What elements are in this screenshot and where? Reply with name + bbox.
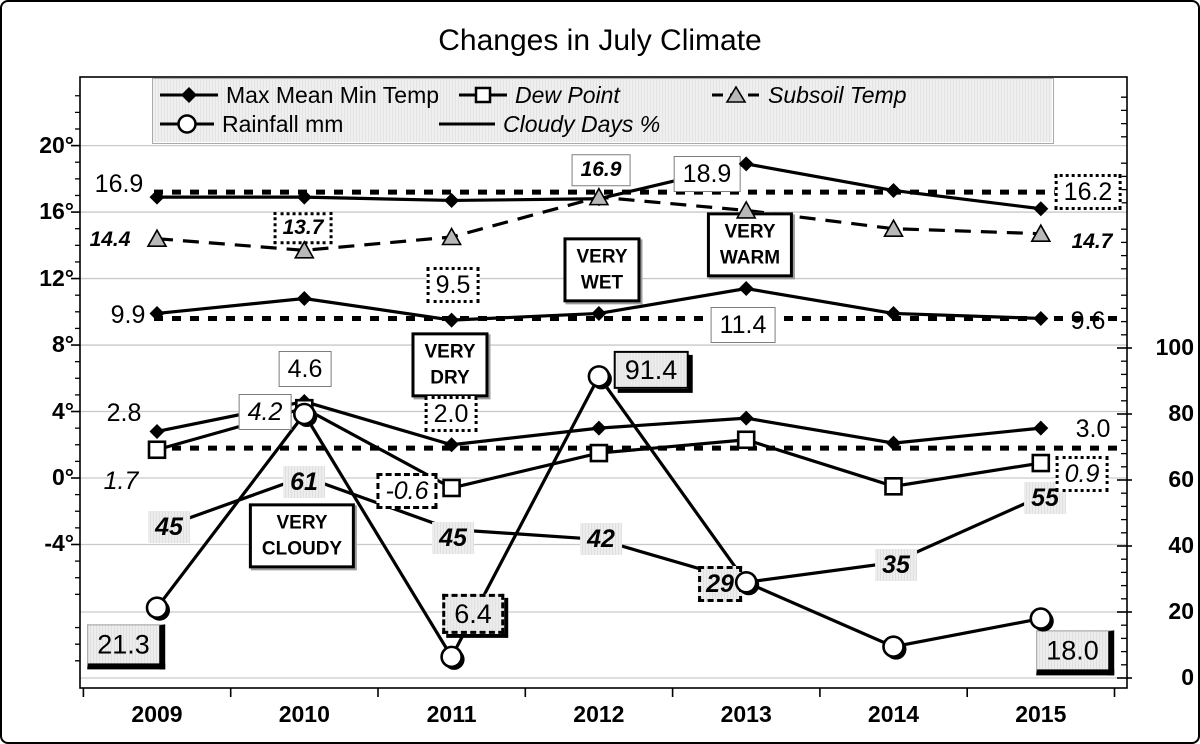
series-line-rainfall-mm bbox=[155, 373, 1042, 661]
legend-label: Subsoil Temp bbox=[768, 81, 907, 108]
legend-item-subsoil-temp: Subsoil Temp bbox=[712, 82, 907, 108]
legend-item-rainfall: Rainfall mm bbox=[160, 111, 343, 137]
circle-marker-icon bbox=[160, 114, 214, 134]
legend bbox=[152, 78, 1054, 144]
legend-label: Rainfall mm bbox=[222, 110, 344, 137]
legend-item-dew-point: Dew Point bbox=[459, 82, 620, 108]
line-marker-icon bbox=[439, 122, 495, 126]
plot-border bbox=[79, 76, 1128, 689]
legend-label: Max Mean Min Temp bbox=[226, 81, 440, 108]
legend-item-cloudy-days: Cloudy Days % bbox=[439, 111, 660, 137]
series-line-max-temp bbox=[157, 162, 1041, 211]
diamond-marker-icon bbox=[160, 87, 218, 103]
chart-title: Changes in July Climate bbox=[438, 24, 762, 57]
legend-label: Dew Point bbox=[515, 81, 620, 108]
series-line-min-temp bbox=[156, 399, 1041, 447]
triangle-marker-icon bbox=[712, 85, 760, 103]
legend-label: Cloudy Days % bbox=[503, 110, 661, 137]
series-line-mean-temp bbox=[156, 286, 1041, 322]
legend-item-max-mean-min-temp: Max Mean Min Temp bbox=[160, 82, 439, 108]
series-line-dew-point bbox=[156, 406, 1042, 490]
series-line-subsoil-temp bbox=[156, 195, 1041, 252]
series-line-cloudy-days- bbox=[156, 475, 1042, 584]
square-marker-icon bbox=[459, 86, 507, 104]
